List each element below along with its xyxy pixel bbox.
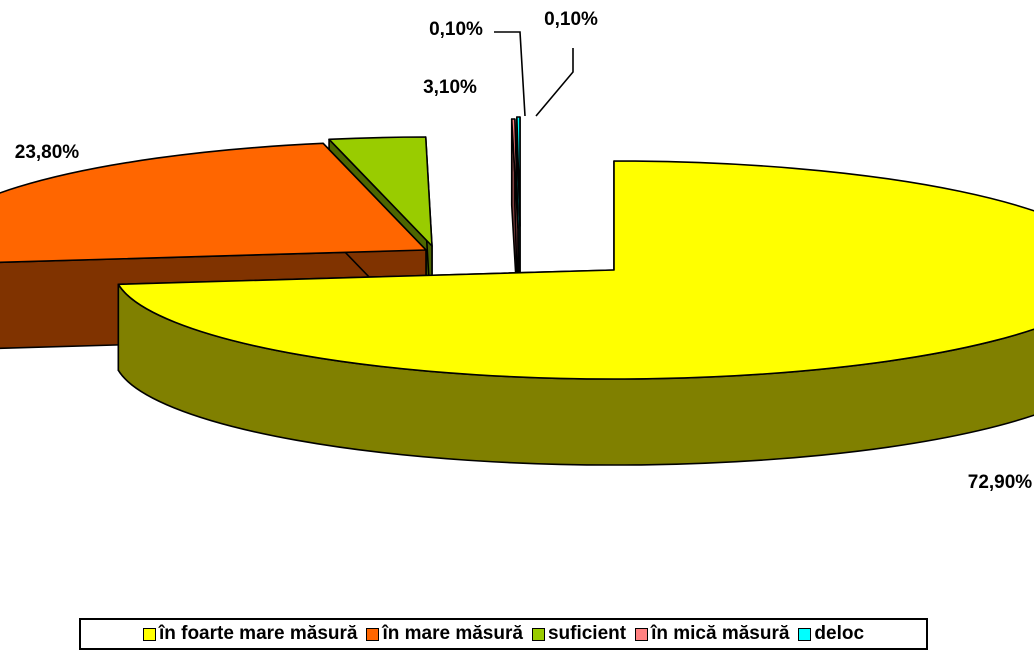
leader-line <box>535 48 574 117</box>
legend-label: suficient <box>547 623 627 644</box>
legend-swatch <box>142 627 156 641</box>
legend-swatch <box>635 627 649 641</box>
legend-item: suficient <box>531 623 627 645</box>
leader-line <box>494 31 526 117</box>
data-label: 3,10% <box>423 77 477 98</box>
legend: în foarte mare măsură în mare măsură suf… <box>79 618 928 650</box>
pie-slice-top <box>510 118 519 229</box>
legend-label: în mică măsură <box>651 623 790 644</box>
legend-swatch <box>798 627 812 641</box>
legend-item: în mare măsură <box>366 623 523 645</box>
pie-slice <box>117 160 1034 466</box>
pie-slice-top <box>328 136 433 247</box>
pie-slice-top <box>117 160 1034 380</box>
data-label: 72,90% <box>968 472 1033 493</box>
data-label: 0,10% <box>429 19 483 40</box>
pie-slice-top <box>516 116 521 227</box>
data-label: 23,80% <box>15 142 80 163</box>
data-label: 0,10% <box>544 9 598 30</box>
legend-swatch <box>366 627 380 641</box>
legend-swatch <box>531 627 545 641</box>
pie-slice-top <box>0 142 427 264</box>
legend-label: deloc <box>814 623 865 644</box>
legend-item: deloc <box>798 623 864 645</box>
legend-label: în foarte mare măsură <box>158 623 358 644</box>
pie-chart: 72,90% 23,80% 3,10% 0,10% 0,10% <box>0 9 1034 493</box>
legend-item: în mică măsură <box>635 623 789 645</box>
legend-label: în mare măsură <box>382 623 523 644</box>
legend-item: în foarte mare măsură <box>142 623 358 645</box>
